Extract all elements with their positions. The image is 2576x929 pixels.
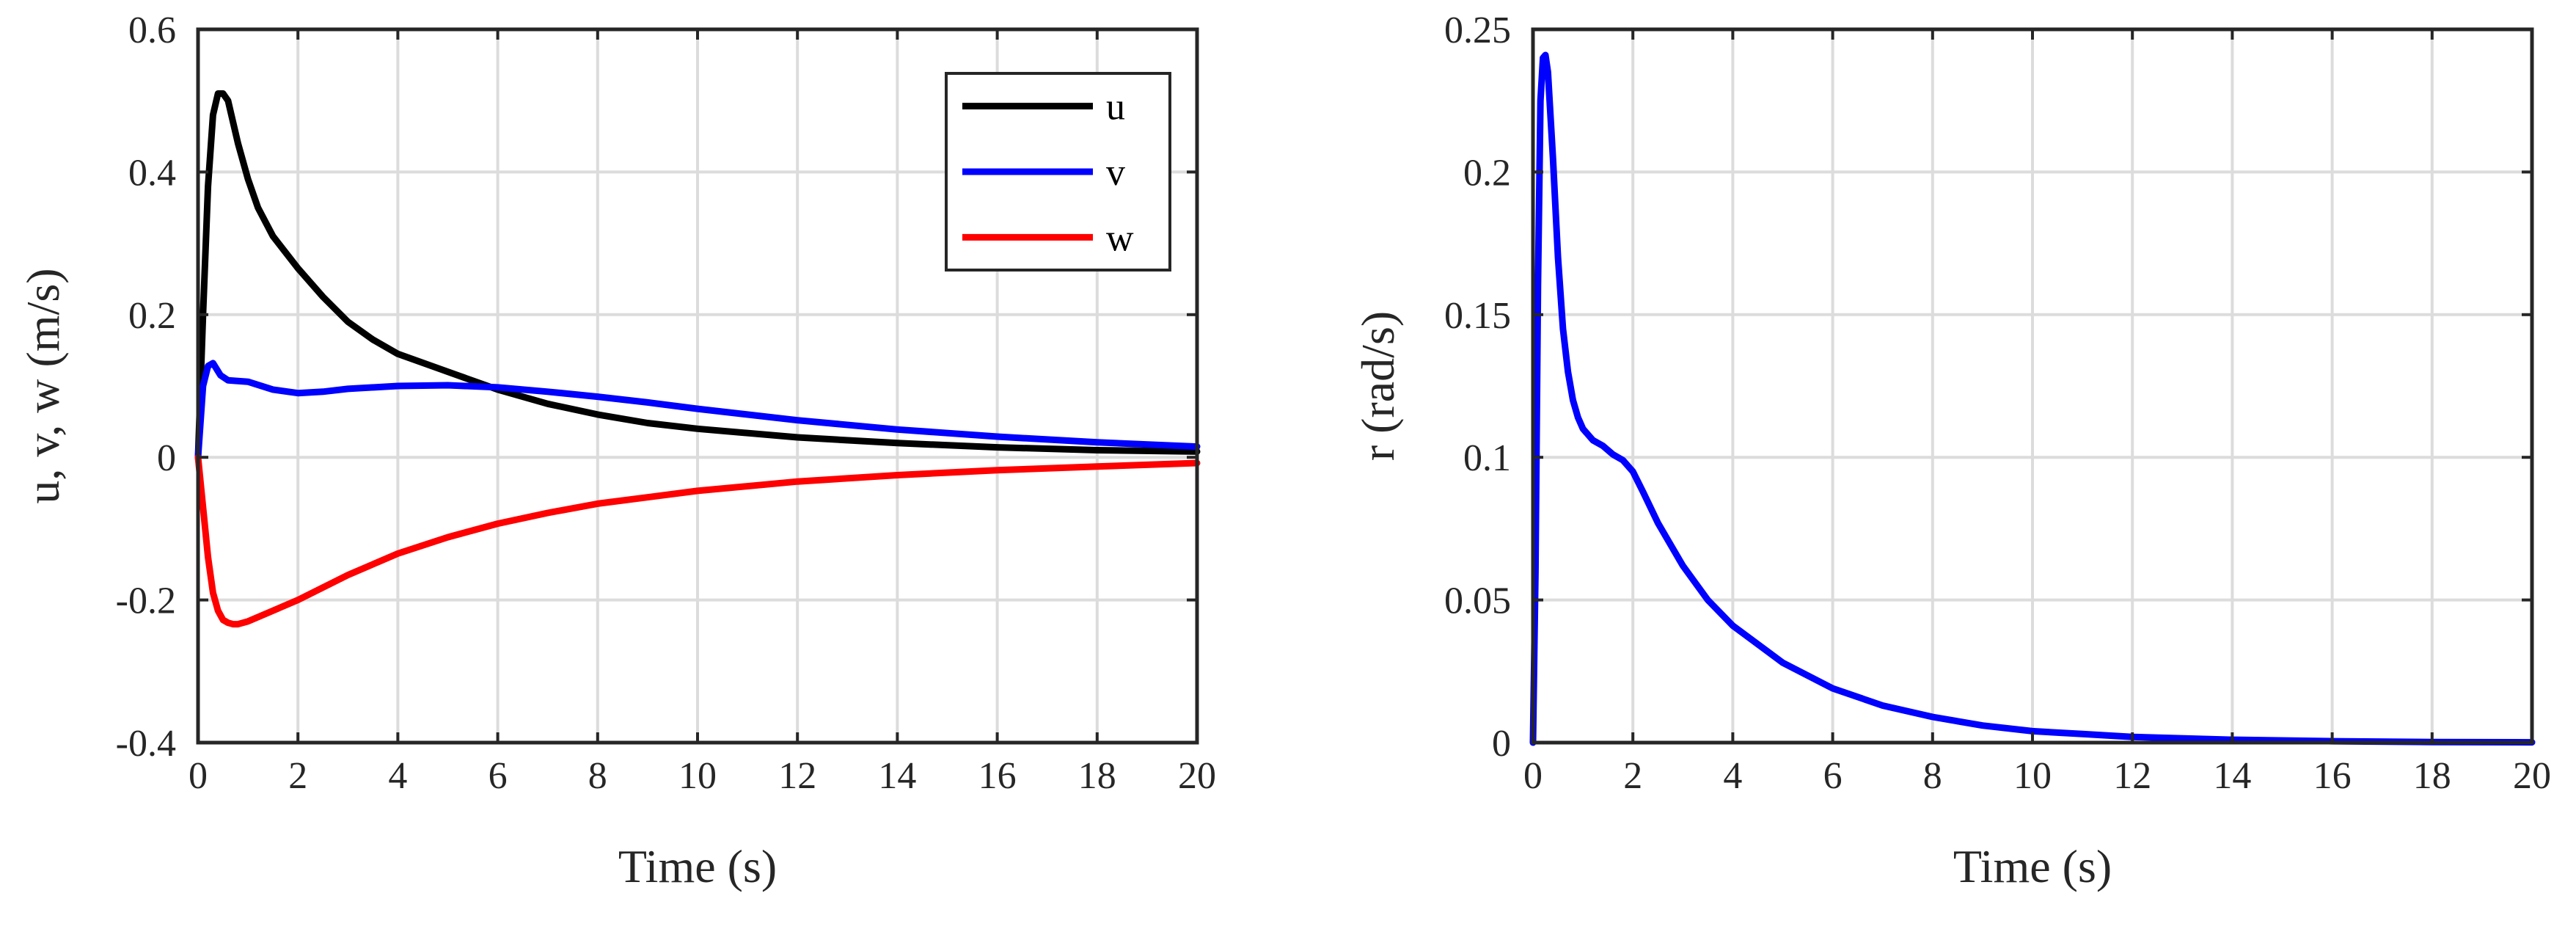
ticks: 0 2 4 6 8 10 12 14 16 18 20 -0.4 -0.2 0 0.2 0.4 0.6 (116, 10, 1216, 797)
x-axis-label: Time (s) (1953, 840, 2112, 892)
x-tick-label: 4 (388, 755, 407, 797)
legend-label-v: v (1106, 152, 1125, 194)
x-tick-label: 14 (2213, 755, 2251, 797)
x-tick-label: 10 (2013, 755, 2052, 797)
legend-label-w: w (1106, 217, 1134, 259)
x-tick-label: 2 (288, 755, 307, 797)
x-tick-label: 0 (1523, 755, 1543, 797)
x-tick-label: 16 (978, 755, 1017, 797)
y-tick-label: 0.05 (1444, 580, 1511, 622)
x-tick-label: 8 (1923, 755, 1942, 797)
x-tick-label: 6 (489, 755, 508, 797)
y-tick-label: -0.4 (116, 723, 176, 765)
x-tick-label: 12 (778, 755, 816, 797)
x-tick-label: 0 (189, 755, 208, 797)
series-line-w (194, 453, 1201, 628)
x-tick-label: 4 (1723, 755, 1742, 797)
y-tick-label: 0.25 (1444, 10, 1511, 51)
y-tick-label: 0.2 (128, 295, 176, 337)
legend-label-u: u (1106, 87, 1125, 128)
y-axis-label: u, v, w (m/s) (17, 268, 69, 503)
x-tick-label: 2 (1623, 755, 1642, 797)
y-tick-label: 0 (157, 437, 176, 479)
y-tick-label: 0.6 (128, 10, 176, 51)
ticks: 0 2 4 6 8 10 12 14 16 18 20 0 0.05 0.1 0.15 0.2 0.25 (1444, 10, 2551, 797)
y-tick-label: 0.2 (1463, 152, 1511, 194)
x-tick-label: 18 (1078, 755, 1116, 797)
y-tick-label: 0 (1492, 723, 1511, 765)
x-tick-label: 6 (1823, 755, 1843, 797)
series-group (1529, 51, 2536, 746)
x-tick-label: 20 (2513, 755, 2551, 797)
y-tick-label: 0.4 (128, 152, 176, 194)
x-tick-label: 12 (2113, 755, 2151, 797)
x-tick-label: 14 (878, 755, 916, 797)
series-group (194, 90, 1201, 628)
grid (1533, 29, 2532, 743)
y-tick-label: -0.2 (116, 580, 176, 622)
series-line-u (194, 90, 1201, 461)
x-tick-label: 16 (2313, 755, 2352, 797)
y-tick-label: 0.1 (1463, 437, 1511, 479)
x-tick-label: 8 (588, 755, 607, 797)
chart-velocities: 0 2 4 6 8 10 12 14 16 18 20 -0.4 -0.2 0 0.2 0.4 0.6 Time … (17, 10, 1216, 892)
y-axis-label: r (rad/s) (1352, 311, 1404, 461)
y-tick-label: 0.15 (1444, 295, 1511, 337)
chart-yaw-rate: 0 2 4 6 8 10 12 14 16 18 20 0 0.05 0.1 0.15 0.2 0.25 Time… (1352, 10, 2551, 892)
x-axis-label: Time (s) (618, 840, 777, 892)
series-line-r0 (1529, 51, 2536, 746)
x-tick-label: 18 (2413, 755, 2451, 797)
legend: uvw (945, 72, 1171, 272)
x-tick-label: 10 (678, 755, 717, 797)
series-line-v (194, 360, 1201, 461)
x-tick-label: 20 (1178, 755, 1216, 797)
